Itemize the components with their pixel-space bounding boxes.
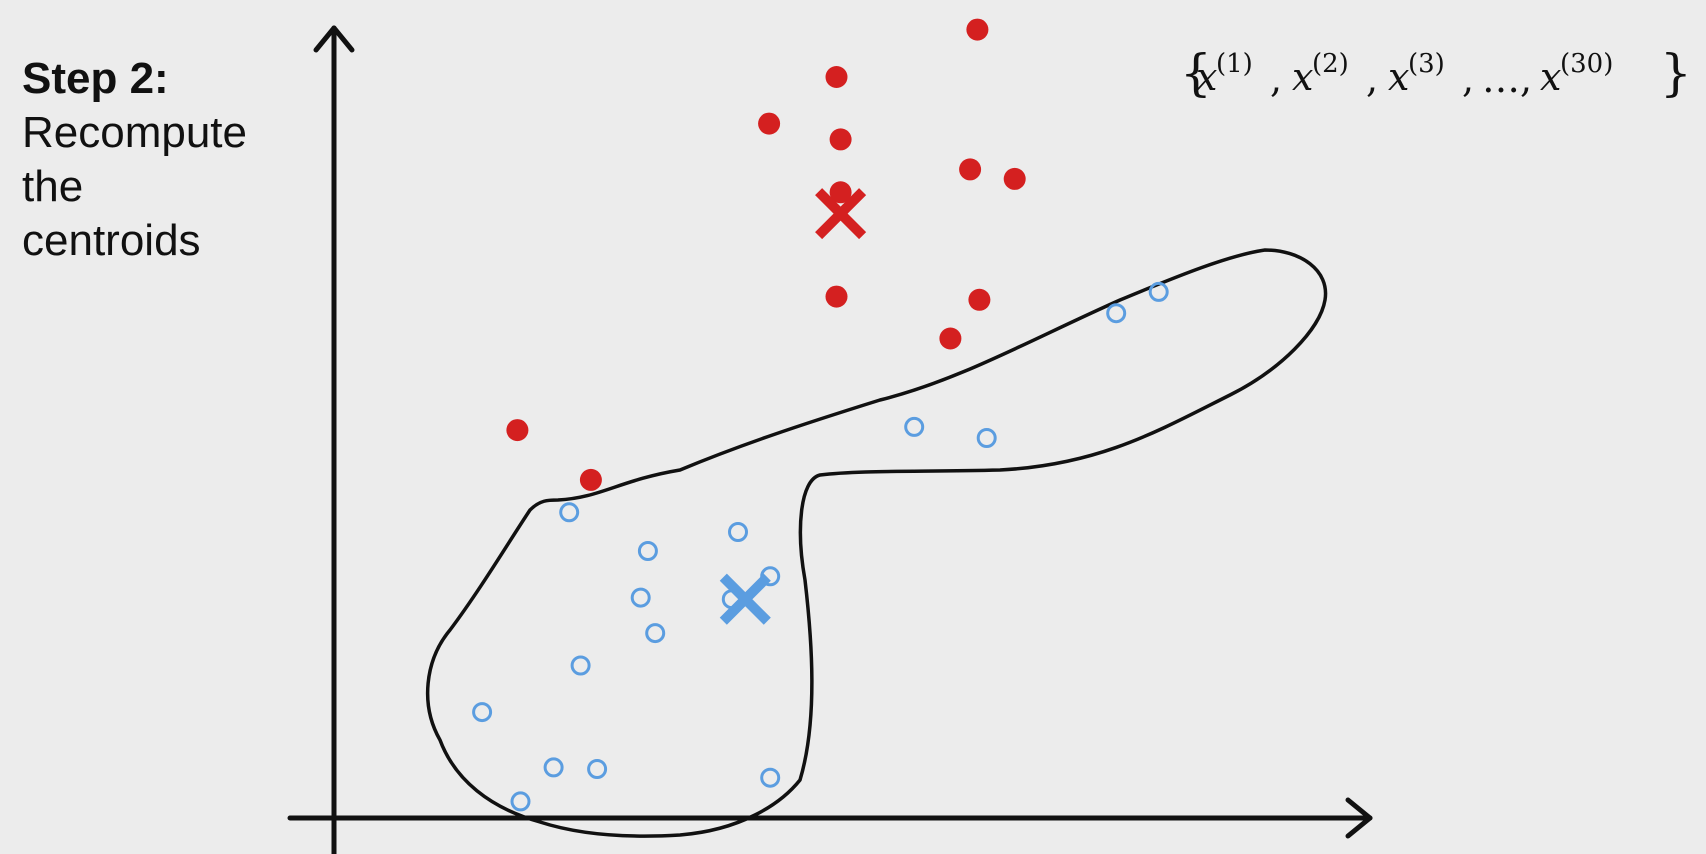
- red-point: [1003, 167, 1026, 190]
- red-point: [825, 66, 848, 88]
- cluster-boundary: [425, 248, 1328, 838]
- set-open-brace: {: [1180, 44, 1212, 102]
- comma-3: ,: [1462, 57, 1474, 101]
- red-point: [829, 181, 852, 204]
- step-desc-line-3: centroids: [22, 216, 201, 265]
- var-x-30: x: [1540, 55, 1561, 99]
- blue-point: [587, 759, 608, 779]
- axes: [287, 25, 1373, 854]
- step-description: Recompute the centroids: [22, 106, 247, 268]
- blue-point: [1148, 281, 1169, 302]
- blue-centroid-x-mark-icon: [719, 573, 771, 625]
- step-caption: Step 2: Recompute the centroids: [22, 52, 247, 268]
- blue-point: [760, 767, 781, 788]
- blue-point: [559, 502, 580, 523]
- index-3: (3): [1408, 49, 1445, 79]
- red-point: [966, 18, 989, 41]
- red-point: [758, 112, 781, 135]
- blue-point: [904, 416, 925, 437]
- comma-4: ,: [1520, 57, 1532, 101]
- step-desc-line-1: Recompute: [22, 108, 248, 157]
- step-desc-line-2: the: [22, 162, 84, 211]
- blue-point: [637, 541, 658, 561]
- data-points: [472, 18, 1169, 812]
- red-point: [939, 327, 962, 350]
- comma-1: ,: [1270, 57, 1282, 101]
- red-point: [579, 468, 602, 491]
- blue-point: [510, 791, 531, 812]
- var-x-2: x: [1292, 55, 1313, 99]
- red-point: [959, 158, 982, 181]
- blue-point: [728, 522, 748, 542]
- blue-point: [472, 702, 493, 723]
- set-close-brace: }: [1660, 44, 1692, 102]
- blue-point: [630, 587, 651, 608]
- blue-point: [1106, 303, 1127, 324]
- red-point: [825, 285, 848, 308]
- comma-2: ,: [1366, 57, 1378, 101]
- red-point: [968, 288, 991, 311]
- red-centroid-x-mark-icon: [815, 188, 867, 240]
- step-title: Step 2:: [22, 54, 169, 103]
- blue-point: [570, 655, 591, 676]
- blue-point: [543, 757, 564, 778]
- x-axis-arrowhead: [1345, 797, 1373, 839]
- index-30: (30): [1560, 49, 1613, 79]
- index-2: (2): [1312, 49, 1349, 79]
- blue-point: [976, 428, 997, 448]
- var-x-3: x: [1388, 55, 1409, 99]
- blue-point: [645, 623, 666, 644]
- index-1: (1): [1216, 49, 1253, 79]
- red-point: [506, 419, 529, 442]
- dataset-notation: { x (1) , x (2) , x (3) , … , x (30) }: [1180, 44, 1692, 102]
- ellipsis: …: [1482, 57, 1520, 101]
- red-point: [829, 128, 852, 151]
- y-axis-arrowhead: [313, 25, 355, 53]
- centroids: [719, 188, 867, 625]
- var-x-1: x: [1196, 55, 1217, 99]
